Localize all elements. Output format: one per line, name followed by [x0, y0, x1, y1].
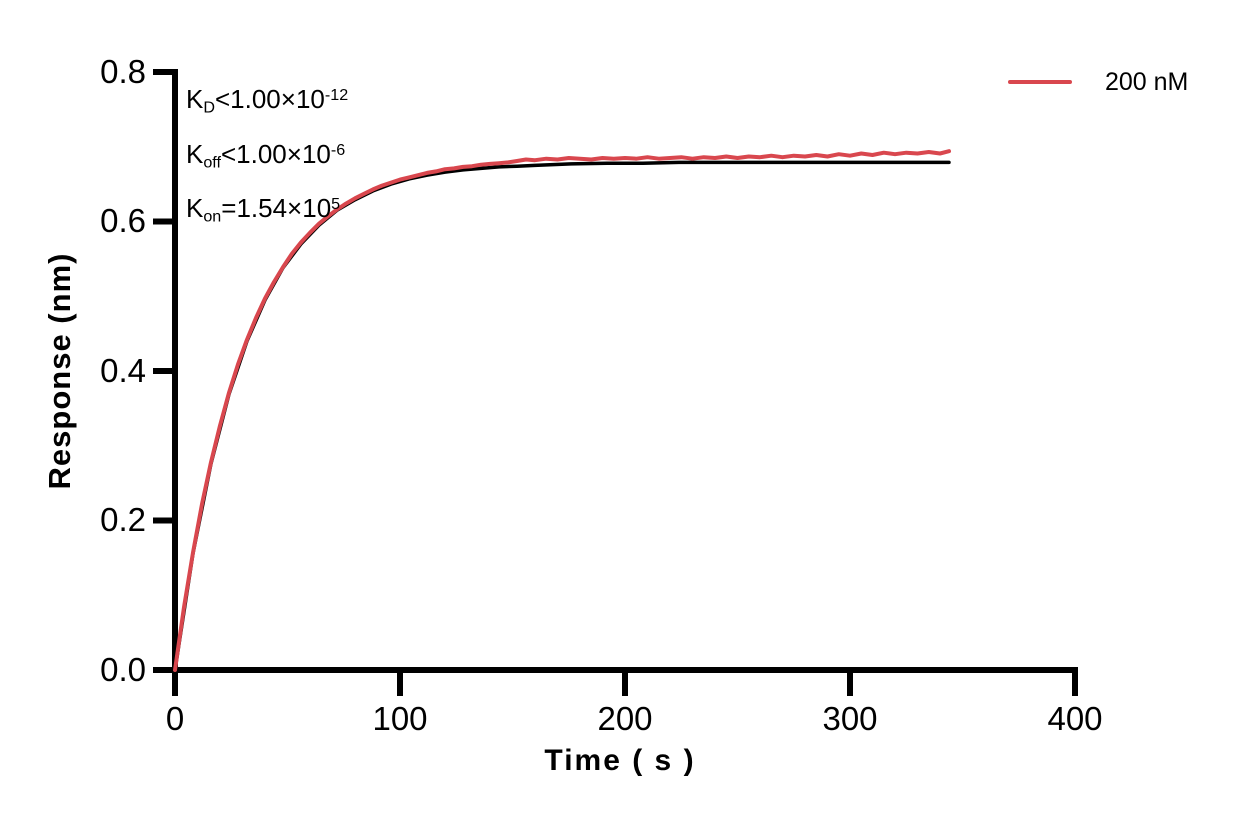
koff-value: <1.00×10 — [220, 138, 331, 169]
x-tick-label: 300 — [822, 700, 878, 737]
kon-symbol: K — [186, 193, 204, 224]
kd-subscript: D — [203, 98, 215, 117]
y-tick-label: 0.0 — [100, 651, 146, 688]
x-tick-label: 200 — [597, 700, 653, 737]
y-tick-label: 0.2 — [100, 501, 146, 538]
legend: 200 nM — [1008, 67, 1188, 97]
x-axis-title: Time ( s ) — [544, 744, 696, 777]
measured-curve — [173, 149, 951, 672]
kinetics-line-kd: KD<1.00×10-12 — [186, 74, 348, 129]
kinetics-line-koff: Koff<1.00×10-6 — [186, 129, 348, 184]
y-tick-label: 0.8 — [100, 53, 146, 90]
y-tick-label: 0.4 — [100, 352, 146, 389]
kd-symbol: K — [186, 84, 204, 115]
kon-value: =1.54×10 — [221, 193, 332, 224]
y-axis-title: Response (nm) — [42, 252, 77, 490]
x-tick-label: 400 — [1047, 700, 1103, 737]
koff-subscript: off — [203, 153, 221, 172]
kon-subscript: on — [203, 207, 222, 226]
kinetics-annotation: KD<1.00×10-12 Koff<1.00×10-6 Kon=1.54×10… — [186, 74, 348, 238]
legend-line-swatch — [1008, 80, 1072, 84]
koff-symbol: K — [186, 138, 204, 169]
legend-label: 200 nM — [1105, 68, 1189, 96]
y-tick-label: 0.6 — [100, 202, 146, 239]
kinetics-line-kon: Kon=1.54×105 — [186, 183, 348, 238]
kd-exponent: -12 — [324, 86, 349, 104]
fit-curve — [173, 160, 951, 672]
x-tick-label: 100 — [372, 700, 428, 737]
kd-value: <1.00×10 — [214, 84, 325, 115]
koff-exponent: -6 — [330, 140, 346, 159]
x-tick-label: 0 — [165, 700, 185, 737]
kon-exponent: 5 — [331, 195, 341, 214]
